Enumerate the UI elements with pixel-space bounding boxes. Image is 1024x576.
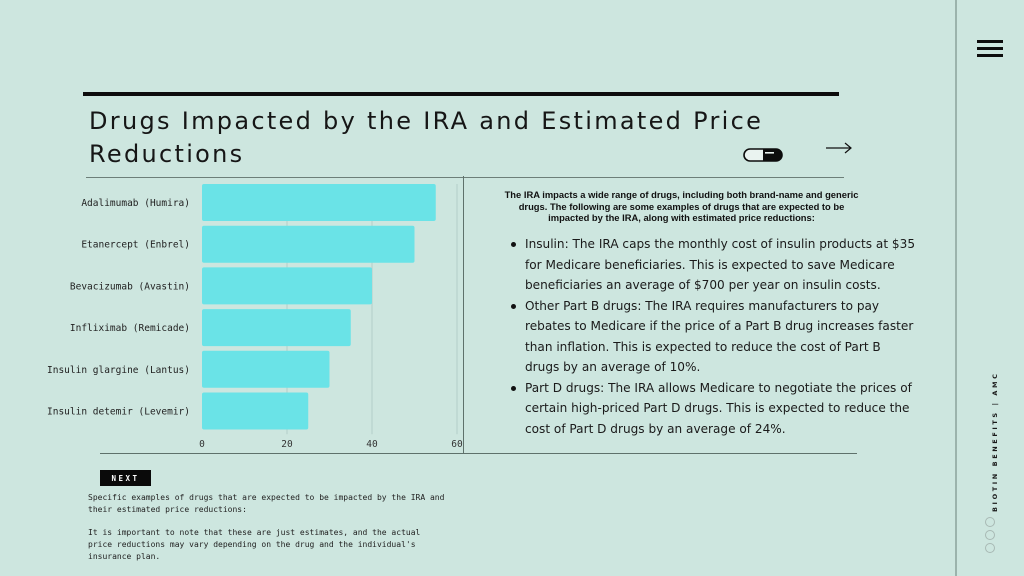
brand-label: BIOTIN BENEFITS | AMC xyxy=(991,371,999,512)
bullet-item-part-b: Other Part B drugs: The IRA requires man… xyxy=(508,296,918,378)
menu-line xyxy=(977,54,1003,57)
bullet-dot-icon xyxy=(511,242,516,247)
menu-line xyxy=(977,47,1003,50)
sidebar-divider xyxy=(955,0,957,576)
bar xyxy=(202,350,330,388)
top-divider xyxy=(83,92,839,96)
x-tick-label: 40 xyxy=(366,439,378,450)
bar-chart: Adalimumab (Humira) Etanercept (Enbrel) Be… xyxy=(0,180,470,450)
content-bottom-divider xyxy=(100,453,857,454)
page-dot-icon[interactable] xyxy=(985,517,995,527)
footnote-paragraph: It is important to note that these are j… xyxy=(88,528,421,561)
header-divider xyxy=(86,177,844,178)
hamburger-menu-icon[interactable] xyxy=(977,40,1003,58)
bullet-dot-icon xyxy=(511,303,516,309)
category-label: Adalimumab (Humira) xyxy=(81,198,190,209)
pill-capsule-icon xyxy=(743,148,783,162)
page-indicator xyxy=(985,517,997,556)
footnote: Specific examples of drugs that are expe… xyxy=(88,492,448,574)
category-label: Bevacizumab (Avastin) xyxy=(70,281,190,292)
category-label: Etanercept (Enbrel) xyxy=(81,240,190,251)
arrow-right-icon[interactable] xyxy=(825,140,853,156)
intro-text: The IRA impacts a wide range of drugs, i… xyxy=(504,189,859,223)
category-label: Infliximab (Remicade) xyxy=(70,323,190,334)
bullet-dot-icon xyxy=(511,385,516,391)
page-dot-icon[interactable] xyxy=(985,530,995,540)
x-tick-label: 0 xyxy=(199,439,205,450)
page-dot-icon[interactable] xyxy=(985,543,995,553)
bullet-item-insulin: Insulin: The IRA caps the monthly cost o… xyxy=(508,234,918,296)
bar-chart-svg: Adalimumab (Humira) Etanercept (Enbrel) Be… xyxy=(47,184,463,450)
bullet-text: Other Part B drugs: The IRA requires man… xyxy=(525,298,914,375)
column-divider xyxy=(463,176,464,454)
category-label: Insulin glargine (Lantus) xyxy=(47,365,190,376)
bar xyxy=(202,309,351,347)
bullet-text: Part D drugs: The IRA allows Medicare to… xyxy=(525,380,912,436)
bullet-text: Insulin: The IRA caps the monthly cost o… xyxy=(525,237,916,292)
bar xyxy=(202,184,436,221)
x-tick-label: 60 xyxy=(451,439,463,450)
category-label: Insulin detemir (Levemir) xyxy=(47,407,190,418)
footnote-paragraph: Specific examples of drugs that are expe… xyxy=(88,493,445,514)
page-title: Drugs Impacted by the IRA and Estimated … xyxy=(89,107,764,168)
next-button[interactable]: NEXT xyxy=(100,470,151,486)
bullet-item-part-d: Part D drugs: The IRA allows Medicare to… xyxy=(508,378,918,440)
bar xyxy=(202,267,372,305)
bar xyxy=(202,225,415,263)
x-tick-label: 20 xyxy=(281,439,293,450)
bullet-list: Insulin: The IRA caps the monthly cost o… xyxy=(508,234,918,439)
bar xyxy=(202,392,309,430)
menu-line xyxy=(977,40,1003,43)
